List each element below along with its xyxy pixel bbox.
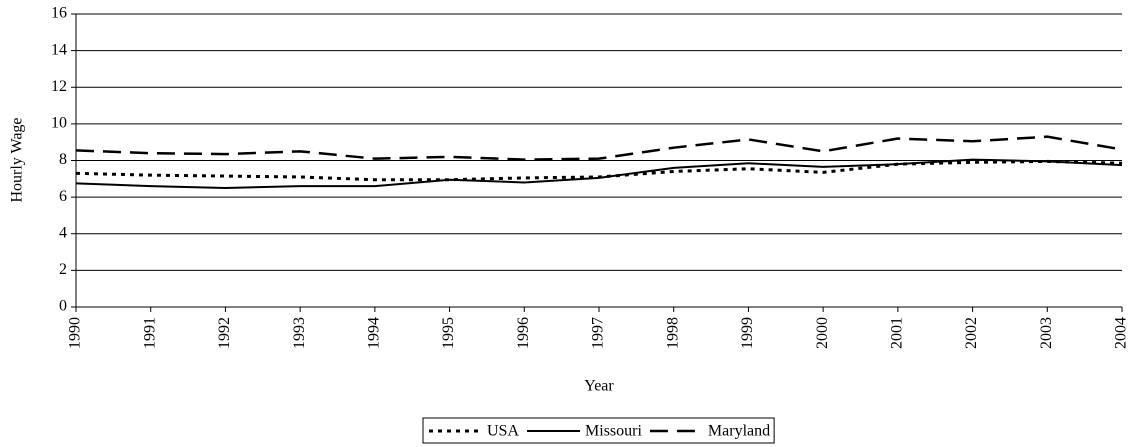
x-tick-label: 1990: [67, 317, 84, 349]
x-tick-label: 1992: [216, 317, 233, 349]
x-tick-label: 2000: [814, 317, 831, 349]
x-tick-label: 2002: [963, 317, 980, 349]
x-tick-label: 1998: [664, 317, 681, 349]
y-tick-label: 10: [51, 115, 67, 132]
x-tick-label: 1991: [141, 317, 158, 349]
x-tick-label: 1996: [515, 317, 532, 349]
legend-label: USA: [487, 423, 519, 440]
series-line: [75, 135, 1123, 161]
x-tick-label: 1995: [440, 317, 457, 349]
y-tick-label: 0: [59, 298, 67, 315]
y-tick-label: 4: [59, 224, 67, 241]
y-tick-label: 14: [51, 41, 67, 58]
legend-label: Missouri: [585, 423, 642, 440]
y-tick-label: 8: [59, 151, 67, 168]
x-tick-label: 2004: [1113, 317, 1130, 349]
x-tick-label: 1999: [739, 317, 756, 349]
x-tick-label: 1994: [366, 317, 383, 349]
x-axis-label: Year: [584, 378, 614, 395]
y-tick-label: 16: [51, 5, 67, 22]
y-axis-label: Hourly Wage: [9, 117, 26, 202]
y-tick-label: 2: [59, 261, 67, 278]
x-tick-label: 2003: [1038, 317, 1055, 349]
y-tick-label: 6: [59, 188, 67, 205]
legend-label: Maryland: [708, 423, 770, 440]
y-tick-label: 12: [51, 78, 67, 95]
x-tick-label: 2001: [889, 317, 906, 349]
x-tick-label: 1997: [590, 317, 607, 349]
x-tick-label: 1993: [291, 317, 308, 349]
series-line: [75, 158, 1123, 189]
legend-box: [422, 417, 775, 444]
